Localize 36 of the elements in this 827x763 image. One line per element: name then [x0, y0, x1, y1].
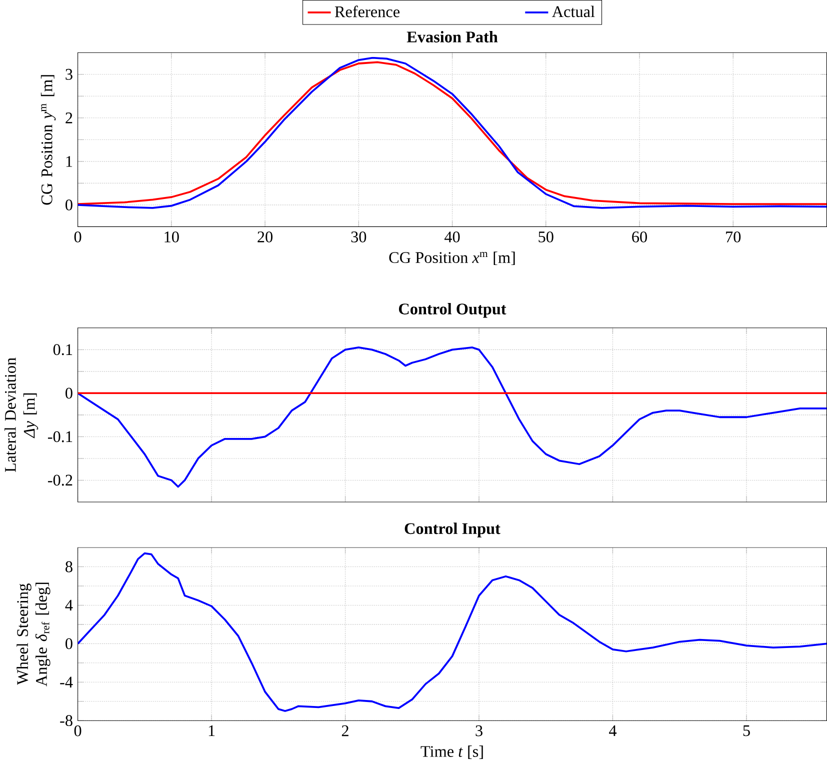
x-tick-label: 70 [726, 231, 741, 242]
x-tick-label: 0 [74, 725, 82, 736]
y-tick-label: 0 [66, 388, 72, 398]
x-tick-label: 30 [351, 231, 366, 242]
x-tick-label: 1 [208, 725, 215, 736]
y-tick-label: 4 [65, 600, 73, 610]
y-tick-label: 1 [66, 156, 72, 167]
x-axis-title: CG Position x$^{m}$ [m] [389, 251, 515, 265]
x-tick-label: 60 [632, 231, 647, 242]
y-tick-label: -4 [60, 676, 73, 688]
x-tick-label: 3 [476, 725, 482, 736]
y-tick-label: 0 [66, 638, 72, 649]
legend-label: Reference [334, 5, 400, 18]
line-series [78, 552, 827, 712]
chart-title: Control Input [404, 522, 500, 538]
y-tick-label: 0.1 [53, 344, 72, 355]
x-tick-label: 10 [164, 231, 179, 242]
y-tick-label: -0.1 [48, 430, 72, 442]
x-tick-label: 2 [342, 725, 348, 736]
x-tick-label: 40 [444, 231, 460, 242]
x-tick-label: 5 [743, 725, 750, 736]
y-tick-label: 2 [66, 112, 72, 124]
y-tick-label: -0.2 [48, 474, 72, 486]
x-tick-label: 0 [74, 231, 82, 242]
x-axis-title: Time t [s] [420, 745, 483, 759]
y-tick-label: 8 [66, 561, 72, 572]
legend-label: Actual [552, 6, 595, 17]
y-tick-label: 3 [66, 68, 72, 80]
x-tick-label: 4 [609, 725, 617, 736]
x-tick-label: 50 [538, 231, 554, 242]
y-tick-label: -8 [60, 714, 72, 726]
x-tick-label: 20 [258, 231, 272, 242]
y-axis-title: CG Position y$^{m}$ [m] [40, 74, 56, 204]
y-tick-label: 0 [66, 199, 72, 210]
chart-title: Control Output [398, 302, 506, 318]
chart-title: Evasion Path [406, 30, 498, 42]
